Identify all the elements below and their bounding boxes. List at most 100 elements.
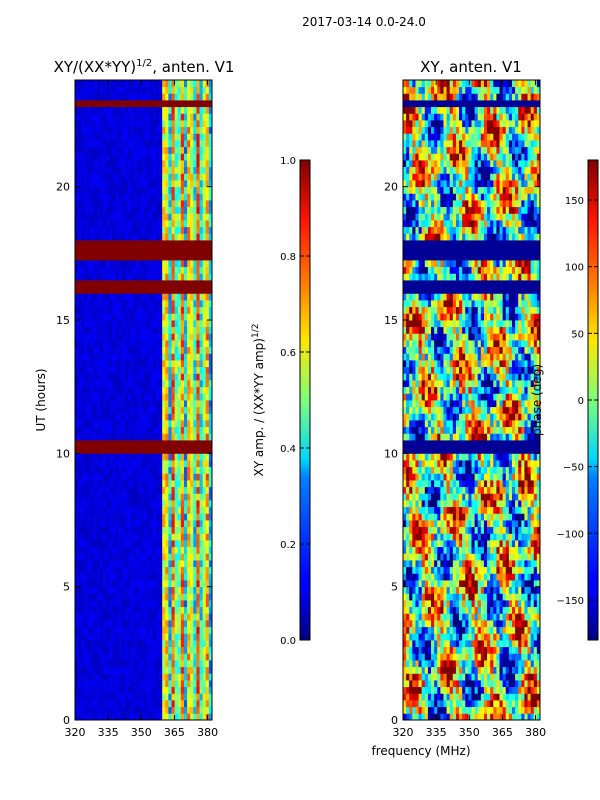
- amplitude-cell: [90, 673, 95, 681]
- amplitude-cell: [127, 166, 132, 174]
- phase-cell: [530, 713, 535, 721]
- phase-cell: [443, 680, 447, 688]
- phase-cell: [508, 713, 513, 721]
- phase-cell: [459, 620, 463, 628]
- amplitude-cell: [155, 160, 160, 168]
- amplitude-cell: [146, 426, 151, 434]
- phase-cell: [412, 713, 416, 721]
- amplitude-cell: [190, 193, 194, 201]
- amplitude-cell: [183, 246, 188, 254]
- amplitude-cell: [205, 153, 210, 161]
- phase-cell: [511, 646, 516, 654]
- amplitude-cell: [109, 686, 113, 694]
- amplitude-cell: [127, 593, 132, 601]
- amplitude-cell: [134, 646, 138, 654]
- amplitude-cell: [140, 266, 144, 274]
- amplitude-cell: [165, 466, 169, 474]
- amplitude-cell: [81, 146, 85, 154]
- amplitude-cell: [174, 573, 179, 581]
- amplitude-cell: [127, 626, 132, 634]
- amplitude-cell: [134, 446, 138, 454]
- phase-cell: [493, 646, 497, 654]
- amplitude-cell: [106, 353, 110, 361]
- amplitude-cell: [78, 120, 82, 128]
- amplitude-cell: [109, 386, 113, 394]
- amplitude-cell: [93, 393, 98, 401]
- amplitude-cell: [121, 366, 126, 374]
- amplitude-cell: [127, 106, 132, 114]
- amplitude-cell: [90, 233, 95, 241]
- amplitude-cell: [196, 286, 200, 294]
- amplitude-cell: [168, 413, 172, 421]
- amplitude-cell: [146, 440, 151, 448]
- phase-cell: [446, 680, 451, 688]
- amplitude-cell: [190, 340, 194, 348]
- amplitude-cell: [177, 680, 182, 688]
- amplitude-cell: [75, 413, 79, 421]
- phase-cell: [524, 633, 528, 641]
- amplitude-cell: [75, 200, 79, 208]
- amplitude-cell: [146, 453, 151, 461]
- amplitude-cell: [190, 360, 194, 368]
- amplitude-cell: [96, 406, 101, 414]
- amplitude-cell: [190, 486, 194, 494]
- amplitude-cell: [96, 213, 101, 221]
- amplitude-cell: [183, 433, 188, 441]
- amplitude-cell: [90, 613, 95, 621]
- amplitude-cell: [137, 153, 141, 161]
- phase-cell: [536, 700, 541, 708]
- amplitude-cell: [84, 100, 88, 108]
- amplitude-cell: [202, 640, 207, 648]
- amplitude-cell: [196, 193, 200, 201]
- amplitude-cell: [155, 346, 160, 354]
- amplitude-cell: [190, 480, 194, 488]
- amplitude-cell: [168, 240, 172, 248]
- phase-cell: [474, 666, 479, 674]
- amplitude-cell: [143, 620, 148, 628]
- amplitude-cell: [106, 473, 110, 481]
- amplitude-cell: [177, 86, 182, 94]
- amplitude-cell: [168, 266, 172, 274]
- phase-cell: [521, 686, 525, 694]
- amplitude-cell: [143, 186, 148, 194]
- amplitude-cell: [75, 586, 79, 594]
- amplitude-cell: [96, 280, 101, 288]
- amplitude-cell: [99, 133, 104, 141]
- amplitude-cell: [96, 260, 101, 268]
- amplitude-cell: [165, 646, 169, 654]
- amplitude-cell: [168, 706, 172, 714]
- amplitude-cell: [121, 413, 126, 421]
- phase-cell: [459, 666, 463, 674]
- amplitude-cell: [202, 120, 207, 128]
- amplitude-cell: [180, 593, 185, 601]
- amplitude-cell: [159, 120, 163, 128]
- amplitude-cell: [121, 273, 126, 281]
- amplitude-cell: [127, 100, 132, 108]
- amplitude-cell: [124, 700, 129, 708]
- amplitude-cell: [112, 526, 116, 534]
- phase-cell: [493, 713, 497, 721]
- amplitude-cell: [115, 200, 119, 208]
- amplitude-cell: [177, 320, 182, 328]
- amplitude-cell: [96, 506, 101, 514]
- amplitude-cell: [78, 300, 82, 308]
- amplitude-cell: [84, 526, 88, 534]
- amplitude-cell: [193, 180, 197, 188]
- amplitude-cell: [109, 473, 113, 481]
- phase-cell: [455, 640, 460, 648]
- amplitude-cell: [199, 440, 204, 448]
- amplitude-cell: [208, 200, 213, 208]
- amplitude-cell: [196, 213, 200, 221]
- amplitude-cell: [202, 113, 207, 121]
- amplitude-cell: [115, 706, 119, 714]
- amplitude-cell: [174, 453, 179, 461]
- amplitude-cell: [84, 366, 88, 374]
- amplitude-cell: [180, 573, 185, 581]
- amplitude-cell: [196, 333, 200, 341]
- amplitude-cell: [109, 193, 113, 201]
- amplitude-cell: [106, 320, 110, 328]
- amplitude-cell: [193, 293, 197, 301]
- amplitude-cell: [177, 313, 182, 321]
- phase-cell: [412, 706, 416, 714]
- phase-cell: [477, 713, 482, 721]
